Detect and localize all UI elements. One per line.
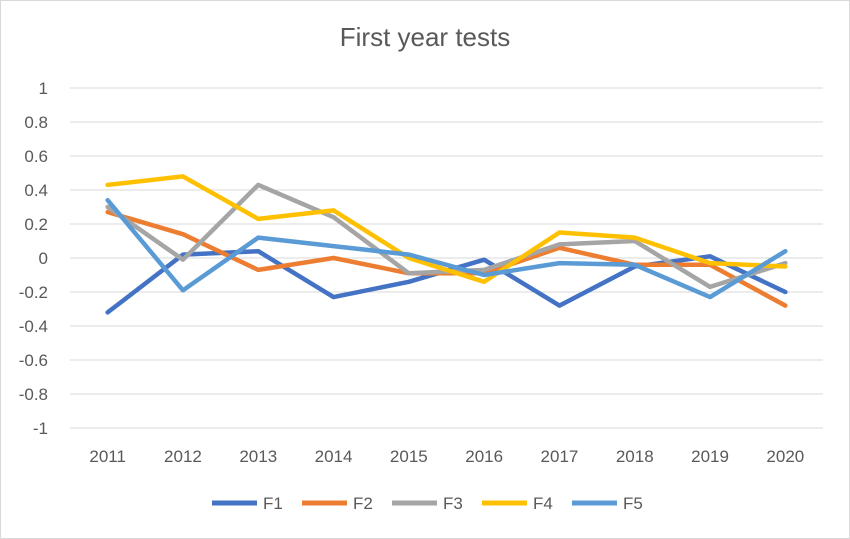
legend-label: F5 [623,494,643,513]
x-tick-label: 2015 [390,447,428,466]
y-tick-label: 1 [39,79,48,98]
legend-item-f2: F2 [302,494,373,513]
legend-label: F2 [353,494,373,513]
legend-label: F1 [263,494,283,513]
y-tick-label: 0.8 [24,113,48,132]
legend: F1 F2 F3 F4 F5 [212,494,643,513]
x-tick-label: 2017 [541,447,579,466]
x-tick-label: 2014 [315,447,353,466]
y-tick-label: 0 [39,249,48,268]
series-line-f1 [105,248,788,315]
y-tick-label: -1 [33,419,48,438]
legend-item-f3: F3 [392,494,463,513]
y-tick-label: -0.6 [19,351,48,370]
y-tick-label: -0.2 [19,283,48,302]
legend-label: F3 [443,494,463,513]
y-tick-label: 0.4 [24,181,48,200]
gridlines [70,87,823,429]
x-tick-label: 2018 [616,447,654,466]
series-line-f4 [105,174,788,285]
x-tick-label: 2013 [239,447,277,466]
x-tick-label: 2020 [766,447,804,466]
legend-label: F4 [533,494,553,513]
x-tick-label: 2019 [691,447,729,466]
legend-item-f5: F5 [572,494,643,513]
y-tick-label: -0.4 [19,317,48,336]
y-tick-label: -0.8 [19,385,48,404]
legend-item-f4: F4 [482,494,553,513]
x-tick-label: 2011 [89,447,126,466]
y-axis-ticks: 1 0.8 0.6 0.4 0.2 0 -0.2 -0.4 -0.6 -0.8 -1 [19,79,48,438]
legend-item-f1: F1 [212,494,283,513]
y-tick-label: 0.6 [24,147,48,166]
series-lines [105,174,788,315]
series-line-f5 [105,197,788,300]
x-tick-label: 2016 [465,447,503,466]
y-tick-label: 0.2 [24,215,48,234]
x-axis-ticks: 2011 2012 2013 2014 2015 2016 2017 2018 2019 2020 [89,447,804,466]
chart-title: First year tests [339,22,511,52]
x-tick-label: 2012 [164,447,202,466]
